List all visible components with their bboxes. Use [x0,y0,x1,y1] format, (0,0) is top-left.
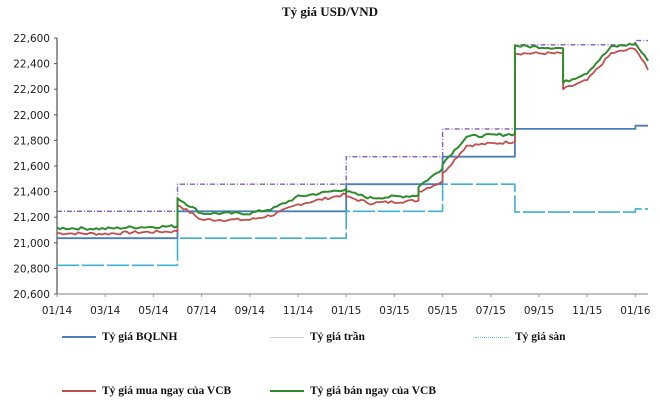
legend-swatch-mua [62,390,96,392]
legend: Tỷ giá BQLNH Tỷ giá trần Tỷ giá sàn Tỷ g… [0,330,660,412]
series-line-san [57,183,648,267]
series-line-ban [56,42,649,231]
x-tick-label: 05/14 [138,305,169,317]
legend-label: Tỷ giá trần [310,331,365,343]
y-tick-label: 21,200 [13,212,50,224]
y-tick-label: 21,600 [13,161,50,173]
legend-item-san: Tỷ giá sàn [475,331,566,343]
series-line-bqlnh [57,124,648,240]
y-tick-label: 20,800 [13,263,50,275]
x-tick-label: 09/14 [235,305,266,317]
legend-label: Tỷ giá BQLNH [102,331,178,343]
x-tick-label: 09/15 [524,305,554,317]
series-line-mua [56,47,649,236]
y-tick-label: 22,200 [13,84,50,96]
legend-item-bqlnh: Tỷ giá BQLNH [62,331,177,343]
series-line-tran [57,39,648,212]
legend-swatch-bqlnh [62,336,96,338]
y-tick-label: 20,600 [13,289,50,301]
legend-swatch-ban [270,390,304,392]
legend-swatch-tran [270,336,304,338]
x-tick-label: 01/14 [42,305,73,317]
x-tick-label: 03/14 [90,305,121,317]
x-tick-label: 05/15 [427,305,457,317]
y-tick-label: 21,000 [13,238,50,250]
legend-item-tran: Tỷ giá trần [270,331,365,343]
x-tick-label: 11/15 [572,305,602,317]
y-tick-label: 21,400 [13,187,50,199]
legend-label: Tỷ giá bán ngay của VCB [310,385,437,397]
legend-label: Tỷ giá sàn [515,331,566,343]
x-tick-label: 01/15 [331,305,361,317]
y-tick-label: 21,800 [13,135,50,147]
x-tick-label: 07/14 [186,305,217,317]
chart-title: Tỷ giá USD/VND [281,4,379,19]
legend-swatch-san [475,336,509,338]
y-tick-label: 22,600 [13,33,50,45]
y-tick-label: 22,000 [13,110,50,122]
x-tick-label: 11/14 [283,305,314,317]
y-tick-label: 22,400 [13,59,50,71]
x-tick-label: 03/15 [379,305,409,317]
legend-item-ban: Tỷ giá bán ngay của VCB [270,385,436,397]
x-tick-label: 07/15 [476,305,506,317]
legend-item-mua: Tỷ giá mua ngay của VCB [62,385,231,397]
legend-label: Tỷ giá mua ngay của VCB [102,385,232,397]
plot-area: 22,600 22,400 22,200 22,000 21,800 21,600 21,4… [13,33,651,317]
x-tick-label: 01/16 [620,305,651,317]
